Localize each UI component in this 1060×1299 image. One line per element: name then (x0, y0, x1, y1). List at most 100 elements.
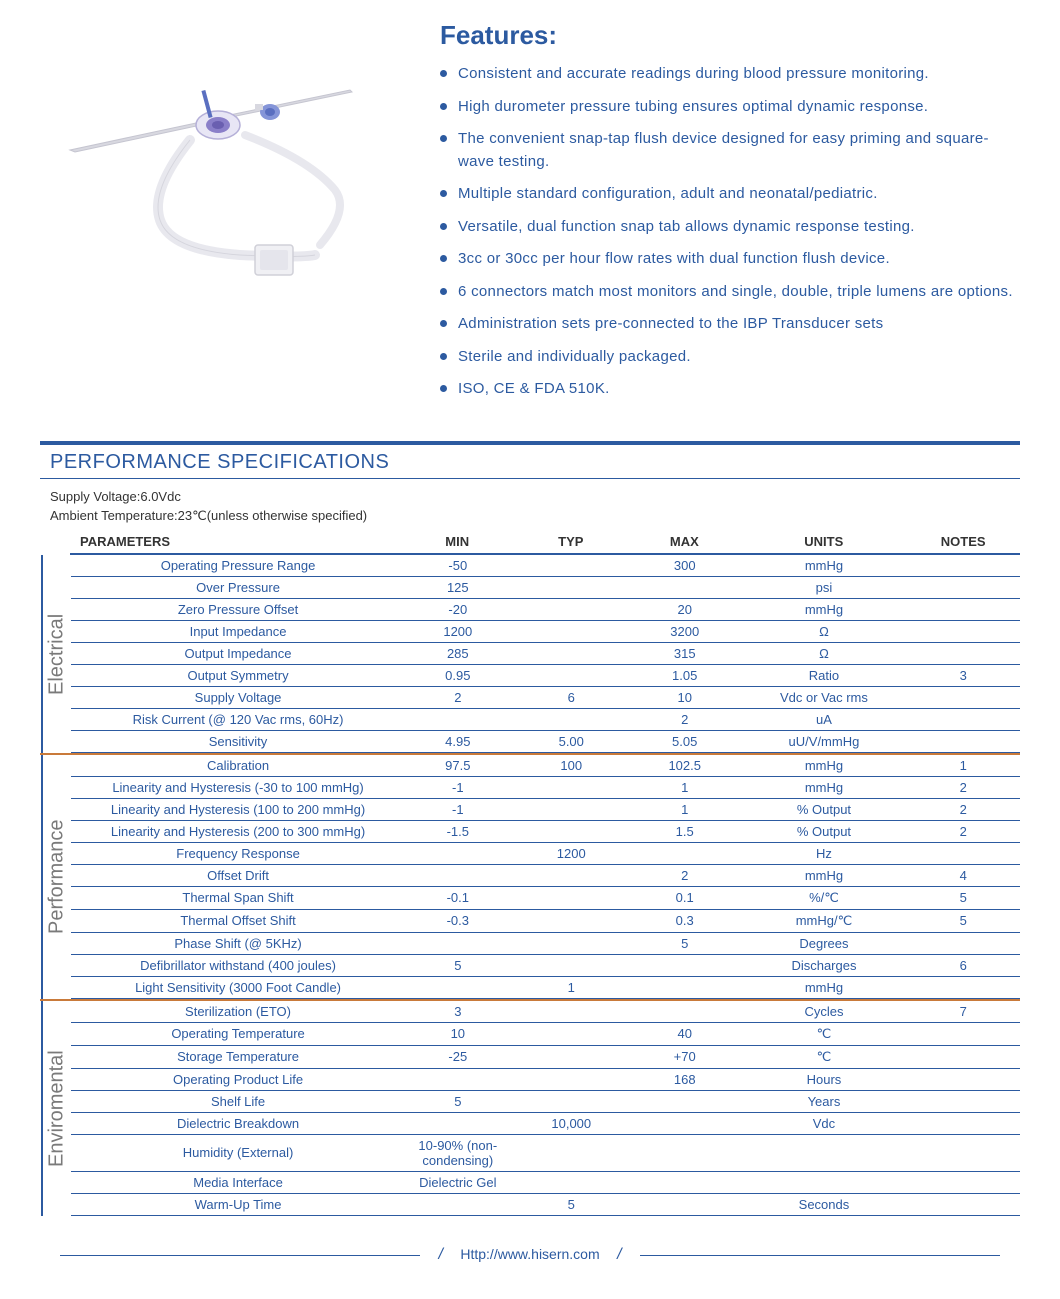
spec-header-table: PARAMETERSMINTYPMAXUNITSNOTES (70, 530, 1020, 555)
table-cell: 1 (515, 976, 628, 998)
table-cell (906, 620, 1020, 642)
table-cell (906, 730, 1020, 752)
table-cell: Cycles (741, 1001, 906, 1023)
table-row: Sensitivity4.955.005.05uU/V/mmHg (71, 730, 1020, 752)
table-cell: 7 (906, 1001, 1020, 1023)
table-cell (515, 1090, 628, 1112)
table-cell (515, 708, 628, 730)
table-cell: mmHg (741, 864, 906, 886)
table-cell: mmHg (741, 555, 906, 577)
table-cell: 315 (628, 642, 741, 664)
table-cell: Humidity (External) (71, 1134, 401, 1171)
table-cell: 1 (906, 755, 1020, 777)
feature-item: ISO, CE & FDA 510K. (440, 378, 1020, 401)
table-cell (628, 954, 741, 976)
table-cell: Light Sensitivity (3000 Foot Candle) (71, 976, 401, 998)
table-row: Storage Temperature-25+70℃ (71, 1045, 1020, 1068)
table-cell (906, 642, 1020, 664)
table-row: Input Impedance12003200Ω (71, 620, 1020, 642)
table-cell: 3 (906, 664, 1020, 686)
table-cell (515, 886, 628, 909)
features-title: Features: (440, 20, 1020, 51)
spec-group: EnviromentalSterilization (ETO)3Cycles7O… (40, 1001, 1020, 1216)
table-cell: -0.1 (401, 886, 514, 909)
spec-col-header: MIN (400, 530, 514, 554)
table-cell (401, 976, 514, 998)
table-cell: Operating Product Life (71, 1068, 401, 1090)
table-cell: Over Pressure (71, 576, 401, 598)
table-cell: 168 (628, 1068, 741, 1090)
category-label: Performance (41, 755, 71, 999)
table-row: Dielectric Breakdown10,000Vdc (71, 1112, 1020, 1134)
table-cell: -0.3 (401, 909, 514, 932)
table-cell (628, 1001, 741, 1023)
table-cell (515, 1134, 628, 1171)
table-cell: %/℃ (741, 886, 906, 909)
spec-col-header: MAX (628, 530, 742, 554)
table-cell (401, 1193, 514, 1215)
table-cell: -25 (401, 1045, 514, 1068)
table-cell: 0.3 (628, 909, 741, 932)
spec-table: Sterilization (ETO)3Cycles7Operating Tem… (71, 1001, 1020, 1216)
table-cell: Sterilization (ETO) (71, 1001, 401, 1023)
feature-item: Sterile and individually packaged. (440, 346, 1020, 369)
table-cell (515, 576, 628, 598)
table-cell: mmHg/℃ (741, 909, 906, 932)
table-row: Linearity and Hysteresis (-30 to 100 mmH… (71, 776, 1020, 798)
table-row: Calibration97.5100102.5mmHg1 (71, 755, 1020, 777)
table-cell: Defibrillator withstand (400 joules) (71, 954, 401, 976)
table-cell: 2 (906, 798, 1020, 820)
table-cell (906, 1112, 1020, 1134)
table-cell: 1 (628, 776, 741, 798)
table-cell: Ratio (741, 664, 906, 686)
table-cell (401, 842, 514, 864)
feature-item: Consistent and accurate readings during … (440, 63, 1020, 86)
table-cell: 100 (515, 755, 628, 777)
product-image (40, 20, 400, 300)
spec-title: PERFORMANCE SPECIFICATIONS (40, 445, 1020, 479)
table-cell (628, 1193, 741, 1215)
table-cell: Linearity and Hysteresis (-30 to 100 mmH… (71, 776, 401, 798)
table-cell (515, 932, 628, 954)
table-row: Thermal Span Shift-0.10.1%/℃5 (71, 886, 1020, 909)
table-cell: Media Interface (71, 1171, 401, 1193)
features-list: Consistent and accurate readings during … (440, 63, 1020, 401)
table-cell: Offset Drift (71, 864, 401, 886)
table-cell (515, 864, 628, 886)
table-cell (515, 909, 628, 932)
table-cell: 3200 (628, 620, 741, 642)
footer-slash: / (614, 1246, 624, 1263)
table-cell: 0.95 (401, 664, 514, 686)
table-cell (628, 1090, 741, 1112)
table-cell: Years (741, 1090, 906, 1112)
table-cell: 2 (906, 820, 1020, 842)
table-cell: Output Impedance (71, 642, 401, 664)
feature-item: 3cc or 30cc per hour flow rates with dua… (440, 248, 1020, 271)
table-cell: Supply Voltage (71, 686, 401, 708)
table-cell: Ω (741, 642, 906, 664)
table-cell: 6 (515, 686, 628, 708)
table-cell: 2 (628, 708, 741, 730)
table-cell: Thermal Offset Shift (71, 909, 401, 932)
table-cell (906, 598, 1020, 620)
table-row: Warm-Up Time5Seconds (71, 1193, 1020, 1215)
table-cell: 125 (401, 576, 514, 598)
table-row: Risk Current (@ 120 Vac rms, 60Hz)2uA (71, 708, 1020, 730)
footer-line-left (60, 1255, 420, 1256)
table-cell: 2 (628, 864, 741, 886)
table-cell (515, 642, 628, 664)
table-cell: Operating Temperature (71, 1022, 401, 1045)
table-row: Sterilization (ETO)3Cycles7 (71, 1001, 1020, 1023)
table-cell (906, 932, 1020, 954)
spec-groups: ElectricalOperating Pressure Range-50300… (40, 555, 1020, 1216)
table-cell: 5 (401, 1090, 514, 1112)
feature-item: The convenient snap-tap flush device des… (440, 128, 1020, 173)
table-cell: Thermal Span Shift (71, 886, 401, 909)
table-cell: Output Symmetry (71, 664, 401, 686)
footer-url: Http://www.hisern.com (450, 1246, 609, 1262)
table-cell: uA (741, 708, 906, 730)
table-cell: Linearity and Hysteresis (200 to 300 mmH… (71, 820, 401, 842)
table-cell: Zero Pressure Offset (71, 598, 401, 620)
table-row: Defibrillator withstand (400 joules)5Dis… (71, 954, 1020, 976)
spec-col-header: TYP (514, 530, 628, 554)
